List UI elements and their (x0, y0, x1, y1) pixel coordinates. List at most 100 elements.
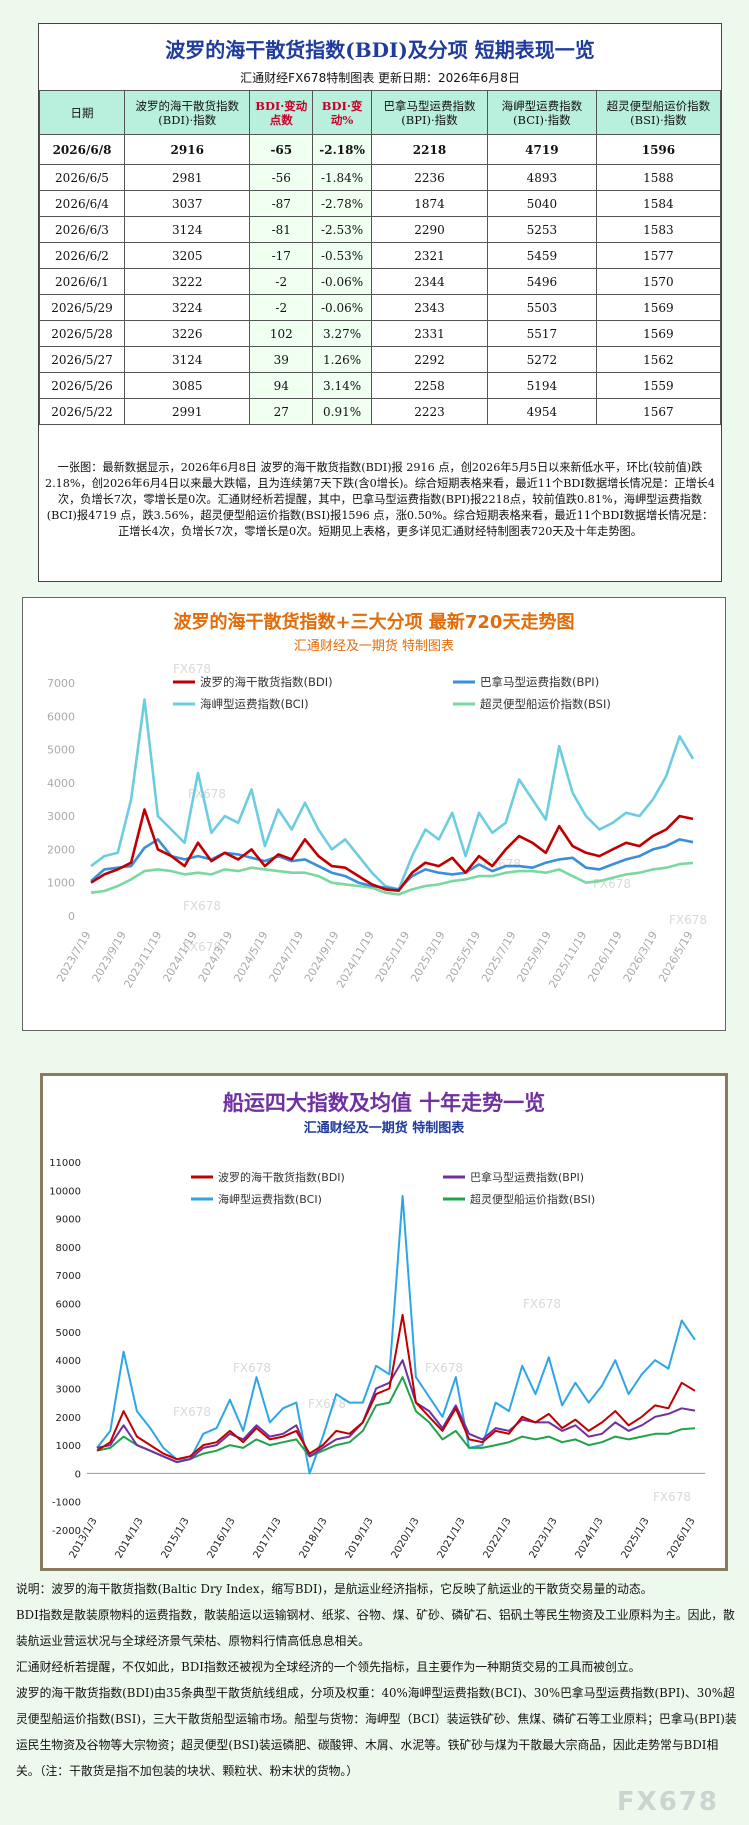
y-tick-label: 4000 (47, 777, 75, 790)
series-line-bpi (90, 838, 694, 891)
note-4: 波罗的海干散货指数(BDI)由35条典型干散货航线组成，分项及权重：40%海岬型… (16, 1686, 737, 1778)
table-cell: -0.53% (312, 242, 373, 269)
table-cell: 3222 (123, 268, 251, 295)
series-line-bsi (96, 1376, 696, 1464)
watermark-text: FX678 (183, 940, 221, 954)
y-tick-label: 7000 (56, 1271, 81, 1282)
table-cell: 2026/6/5 (39, 164, 125, 191)
col-bdi: 波罗的海干散货指数(BDI)·指数 (123, 90, 251, 135)
x-tick-label: 2021/1/3 (436, 1516, 468, 1560)
y-tick-label: 4000 (56, 1356, 81, 1367)
table-row: 2026/5/26 3085 94 3.14% 2258 5194 1559 (39, 372, 722, 399)
series-line-bsi (90, 861, 694, 896)
table-cell: 2331 (371, 320, 488, 347)
chart-720-day-panel: 波罗的海干散货指数+三大分项 最新720天走势图 汇通财经及一期货 特制图表 F… (22, 597, 726, 1031)
table-cell: 2321 (371, 242, 488, 269)
watermark-text: FX678 (425, 1361, 463, 1375)
table-row: 2026/6/3 3124 -81 -2.53% 2290 5253 1583 (39, 216, 722, 243)
table-cell: 1577 (595, 242, 722, 269)
note-1: 说明：波罗的海干散货指数(Baltic Dry Index，缩写BDI)，是航运… (16, 1582, 653, 1596)
x-tick-label: 2023/9/19 (90, 929, 129, 984)
table-cell: 3226 (123, 320, 251, 347)
table-cell: 4719 (486, 134, 597, 165)
y-tick-label: 2000 (56, 1413, 81, 1424)
y-tick-label: 0 (75, 1469, 81, 1480)
x-tick-label: 2024/1/19 (160, 929, 199, 984)
table-row: 2026/5/27 3124 39 1.26% 2292 5272 1562 (39, 346, 722, 373)
table-cell: 2258 (371, 372, 488, 399)
table-cell: 1874 (371, 190, 488, 217)
table-cell: -2 (249, 268, 314, 295)
watermark-text: FX678 (233, 1361, 271, 1375)
table-cell: -2.53% (312, 216, 373, 243)
legend-label: 超灵便型船运价指数(BSI) (470, 1192, 595, 1206)
table-cell: 5503 (486, 294, 597, 321)
x-tick-label: 2025/9/19 (514, 929, 553, 984)
note-2: BDI指数是散装原物料的运费指数，散装船运以运输钢材、纸浆、谷物、煤、矿砂、磷矿… (16, 1608, 735, 1648)
series-line-bdi (90, 808, 694, 893)
table-cell: 1567 (595, 398, 722, 425)
x-tick-label: 2022/1/3 (482, 1516, 514, 1560)
table-cell: 1569 (595, 320, 722, 347)
x-tick-label: 2013/1/3 (68, 1516, 100, 1560)
table-cell: 4893 (486, 164, 597, 191)
x-tick-label: 2023/11/19 (121, 929, 164, 990)
x-tick-label: 2024/3/19 (196, 929, 235, 984)
table-cell: 5272 (486, 346, 597, 373)
x-tick-label: 2025/11/19 (546, 929, 589, 990)
x-tick-label: 2026/1/3 (666, 1516, 698, 1560)
table-row: 2026/6/2 3205 -17 -0.53% 2321 5459 1577 (39, 242, 722, 269)
y-tick-label: 1000 (56, 1441, 81, 1452)
table-cell: 2026/6/3 (39, 216, 125, 243)
table-cell: 2223 (371, 398, 488, 425)
legend-label: 超灵便型船运价指数(BSI) (480, 697, 611, 711)
x-tick-label: 2025/1/3 (620, 1516, 652, 1560)
x-tick-label: 2014/1/3 (114, 1516, 146, 1560)
x-tick-label: 2016/1/3 (206, 1516, 238, 1560)
y-tick-label: -1000 (52, 1498, 81, 1509)
table-cell: 3085 (123, 372, 251, 399)
y-tick-label: 2000 (47, 843, 75, 856)
x-tick-label: 2026/5/19 (656, 929, 695, 984)
table-cell: -17 (249, 242, 314, 269)
x-tick-label: 2025/3/19 (408, 929, 447, 984)
chart2-subtitle: 汇通财经及一期货 特制图表 (304, 1120, 466, 1136)
table-cell: 2343 (371, 294, 488, 321)
table-cell: 2026/5/28 (39, 320, 125, 347)
table-header-row: 日期 波罗的海干散货指数(BDI)·指数 BDI·变动点数 BDI·变动% 巴拿… (39, 90, 722, 135)
table-cell: 1583 (595, 216, 722, 243)
y-tick-label: 0 (68, 910, 75, 923)
table-cell: 2026/6/2 (39, 242, 125, 269)
col-date: 日期 (39, 90, 125, 135)
chart2-watermarks: FX678 FX678 FX678 FX678 FX678 FX678 (173, 1297, 691, 1504)
table-row: 2026/5/29 3224 -2 -0.06% 2343 5503 1569 (39, 294, 722, 321)
watermark-text: FX678 (183, 899, 221, 913)
chart1-title: 波罗的海干散货指数+三大分项 最新720天走势图 (174, 611, 575, 633)
watermark-text: FX678 (483, 857, 521, 871)
page-subtitle: 汇通财经FX678特制图表 更新日期：2026年6月8日 (240, 71, 520, 85)
table-cell: 3.27% (312, 320, 373, 347)
table-cell: -65 (249, 134, 314, 165)
table-cell: 5040 (486, 190, 597, 217)
table-row: 2026/6/1 3222 -2 -0.06% 2344 5496 1570 (39, 268, 722, 295)
series-line-bpi (96, 1359, 696, 1464)
x-tick-label: 2025/1/19 (373, 929, 412, 984)
col-bpi: 巴拿马型运费指数(BPI)·指数 (371, 90, 488, 135)
table-row: 2026/5/28 3226 102 3.27% 2331 5517 1569 (39, 320, 722, 347)
table-cell: 2991 (123, 398, 251, 425)
table-cell: 1570 (595, 268, 722, 295)
table-cell: 2026/6/4 (39, 190, 125, 217)
legend-label: 巴拿马型运费指数(BPI) (470, 1170, 584, 1184)
table-cell: 1588 (595, 164, 722, 191)
y-tick-label: 11000 (49, 1158, 81, 1169)
x-tick-label: 2024/1/3 (574, 1516, 606, 1560)
table-cell: 2916 (123, 134, 251, 165)
col-bdi-change-points: BDI·变动点数 (249, 90, 314, 135)
chart2-title: 船运四大指数及均值 十年走势一览 (223, 1091, 545, 1115)
table-cell: 1596 (595, 134, 722, 165)
table-cell: 1.26% (312, 346, 373, 373)
series-line-bdi (96, 1313, 696, 1461)
table-row: 2026/5/22 2991 27 0.91% 2223 4954 1567 (39, 398, 722, 425)
table-cell: 1559 (595, 372, 722, 399)
